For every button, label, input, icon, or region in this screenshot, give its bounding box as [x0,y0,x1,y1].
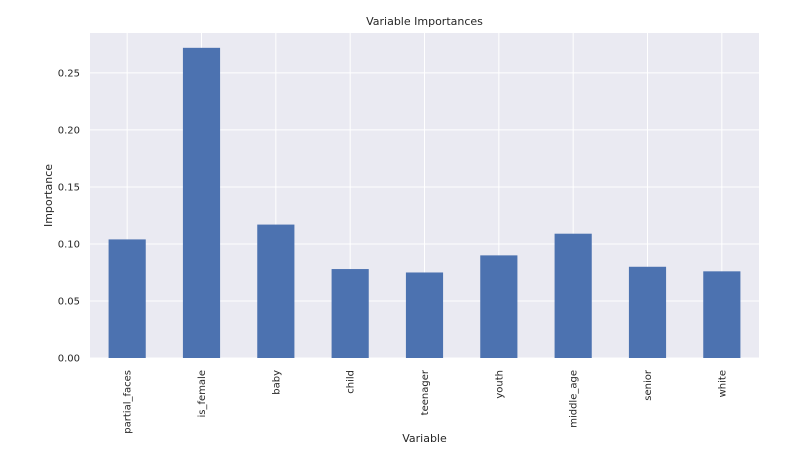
x-tick-label: youth [494,370,505,399]
x-axis-ticks: partial_faces is_female baby child teenager y… [123,369,729,434]
bar-partial-faces [108,239,146,358]
bar-is-female [182,47,221,359]
bars [108,47,741,359]
x-tick-label: middle_age [569,370,580,428]
x-tick-label: partial_faces [123,370,134,434]
y-tick-label: 0.15 [58,182,80,193]
bar-child [331,269,369,358]
y-tick-label: 0.00 [58,354,80,365]
bar-white [703,271,741,358]
x-tick-label: white [717,370,728,397]
y-axis-label: Importance [42,164,55,227]
bar-senior [628,266,667,358]
y-tick-label: 0.05 [58,296,80,307]
y-tick-label: 0.10 [58,239,80,250]
x-tick-label: baby [271,370,282,395]
y-tick-label: 0.20 [58,125,80,136]
bar-middle-age [554,233,592,358]
chart-title: Variable Importances [366,15,483,28]
bar-teenager [405,272,444,358]
x-tick-label: teenager [420,369,431,415]
bar-youth [480,255,518,358]
y-tick-label: 0.25 [58,68,80,79]
y-axis-ticks: 0.00 0.05 0.10 0.15 0.20 0.25 [58,68,80,364]
x-axis-label: Variable [402,432,447,445]
x-tick-label: senior [643,369,654,401]
bar-baby [257,224,295,358]
x-tick-label: child [346,370,357,394]
x-tick-label: is_female [197,370,208,417]
